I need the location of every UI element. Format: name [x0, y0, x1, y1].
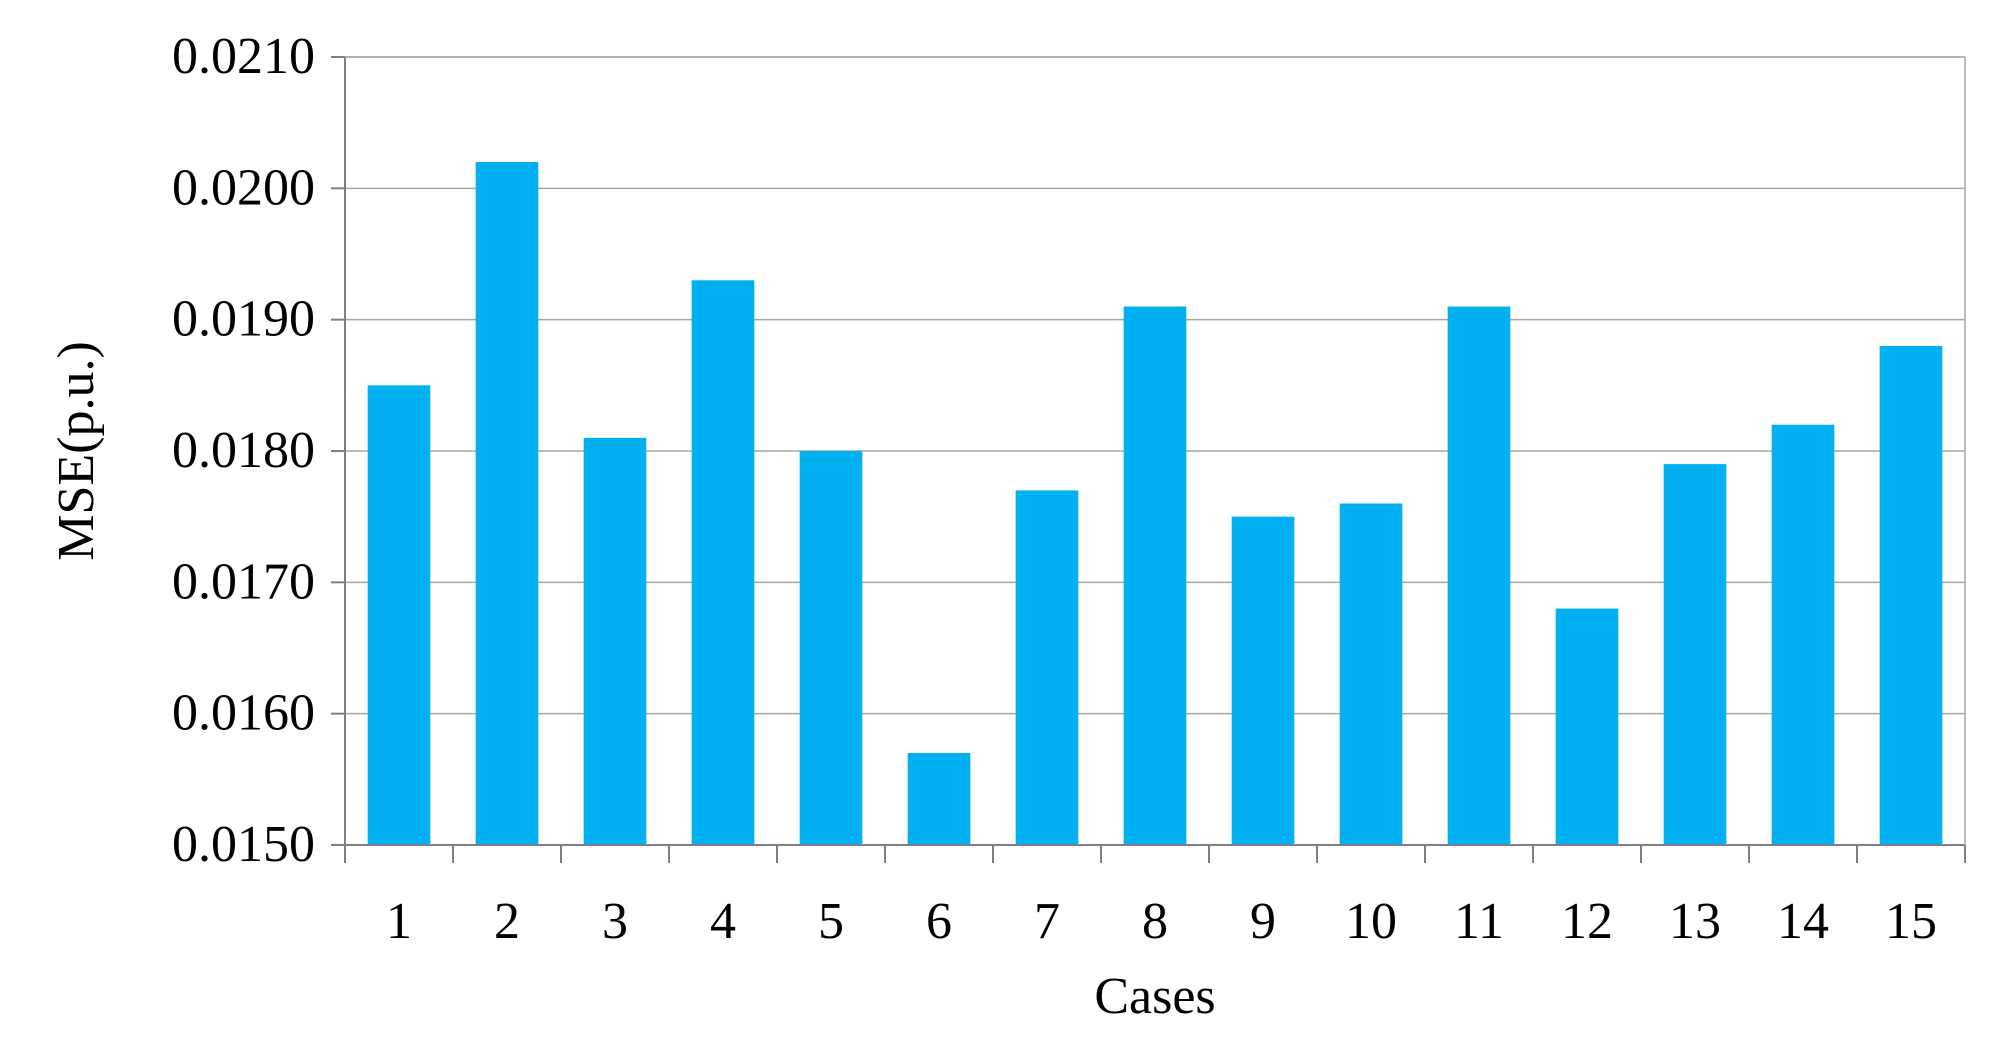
bar-case-1 [367, 385, 431, 845]
bar-case-10 [1339, 503, 1403, 845]
y-tick-label: 0.0180 [172, 422, 315, 479]
x-tick-label: 15 [1885, 893, 1937, 950]
x-tick-label: 13 [1669, 893, 1721, 950]
x-tick-label: 1 [386, 893, 412, 950]
bar-case-3 [583, 437, 647, 845]
y-tick-label: 0.0170 [172, 553, 315, 610]
x-tick-label: 4 [710, 893, 736, 950]
bar-case-12 [1555, 608, 1619, 845]
x-tick-label: 9 [1250, 893, 1276, 950]
y-tick-label: 0.0190 [172, 291, 315, 348]
y-tick-label: 0.0200 [172, 159, 315, 216]
x-tick-label: 6 [926, 893, 952, 950]
y-tick-labels: 0.0150 0.0160 0.0170 0.0180 0.0190 0.0200 0.02… [172, 28, 315, 873]
x-tick-label: 14 [1777, 893, 1829, 950]
x-tick-label: 3 [602, 893, 628, 950]
y-tick-label: 0.0150 [172, 816, 315, 873]
y-tick-label: 0.0210 [172, 28, 315, 85]
bar-case-15 [1879, 345, 1943, 845]
axes [331, 56, 1966, 863]
x-tick-label: 7 [1034, 893, 1060, 950]
bar-case-2 [475, 162, 539, 846]
bars [367, 162, 1943, 846]
bar-case-7 [1015, 490, 1079, 845]
bar-case-14 [1771, 424, 1835, 845]
y-axis-title: MSE(p.u.) [48, 341, 105, 561]
bar-case-11 [1447, 306, 1511, 845]
bar-case-13 [1663, 464, 1727, 845]
x-tick-labels: 1 2 3 4 5 6 7 8 9 10 11 12 13 14 15 [386, 893, 1937, 950]
bar-case-5 [799, 451, 863, 845]
bar-case-8 [1123, 306, 1187, 845]
x-tick-label: 2 [494, 893, 520, 950]
x-tick-label: 10 [1345, 893, 1397, 950]
bar-case-9 [1231, 516, 1295, 845]
x-tick-label: 5 [818, 893, 844, 950]
bar-case-6 [907, 753, 971, 845]
bar-case-4 [691, 280, 755, 845]
y-tick-label: 0.0160 [172, 685, 315, 742]
x-tick-label: 8 [1142, 893, 1168, 950]
x-tick-label: 12 [1561, 893, 1613, 950]
x-tick-label: 11 [1454, 893, 1504, 950]
x-axis-title: Cases [1094, 968, 1215, 1025]
